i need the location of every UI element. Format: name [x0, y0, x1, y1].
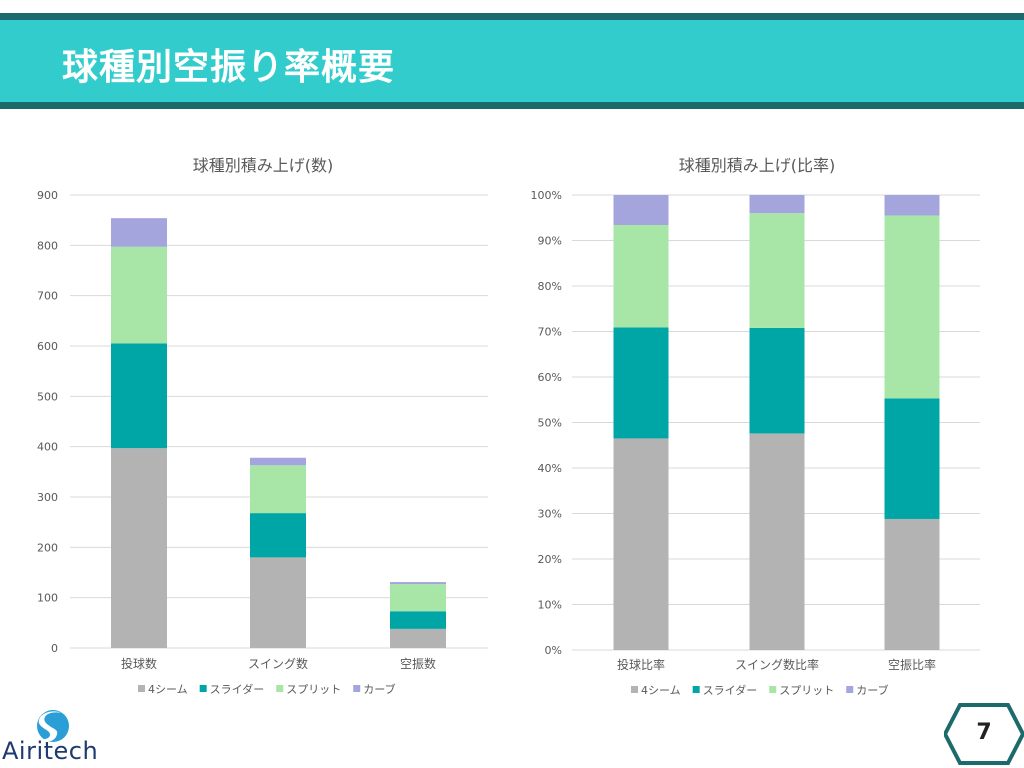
- x-tick-label: 投球数: [121, 656, 157, 671]
- bar-segment: [111, 343, 167, 449]
- bar-segment: [613, 438, 669, 650]
- legend-swatch: [769, 686, 777, 693]
- legend-swatch: [199, 685, 207, 692]
- x-tick-label: スイング数比率: [735, 657, 819, 672]
- y-tick-label: 20%: [538, 553, 562, 566]
- legend-label: カーブ: [363, 682, 395, 696]
- y-tick-label: 200: [37, 541, 58, 554]
- bar-segment: [250, 557, 306, 648]
- header-band: [0, 20, 1024, 102]
- page-number: 7: [976, 720, 992, 745]
- bar-segment: [250, 465, 306, 514]
- y-tick-label: 50%: [538, 417, 562, 430]
- bar-segment: [390, 582, 446, 585]
- bar-segment: [884, 518, 940, 650]
- x-tick-label: スイング数: [248, 656, 308, 671]
- chart-title: 球種別積み上げ(数): [193, 156, 334, 175]
- logo-text: Airitech: [2, 737, 99, 765]
- bar-segment: [390, 611, 446, 629]
- bar-segment: [749, 433, 805, 650]
- legend-swatch: [692, 686, 700, 693]
- x-tick-label: 空振数: [400, 656, 436, 671]
- chart-title: 球種別積み上げ(比率): [679, 156, 836, 175]
- y-tick-label: 800: [37, 239, 58, 252]
- company-logo: [4, 705, 114, 768]
- bar-segment: [613, 195, 669, 226]
- bar-segment: [749, 213, 805, 328]
- y-tick-label: 80%: [538, 280, 562, 293]
- y-tick-label: 10%: [538, 599, 562, 612]
- bar-segment: [111, 448, 167, 648]
- y-tick-label: 600: [37, 340, 58, 353]
- bar-segment: [884, 195, 940, 216]
- bar-segment: [111, 246, 167, 344]
- y-tick-label: 500: [37, 390, 58, 403]
- bar-segment: [390, 584, 446, 612]
- x-tick-label: 空振比率: [888, 657, 936, 672]
- x-tick-label: 投球比率: [617, 657, 665, 672]
- legend-label: スライダー: [703, 683, 758, 697]
- bar-segment: [250, 513, 306, 558]
- y-tick-label: 90%: [538, 235, 562, 248]
- legend-label: スライダー: [210, 682, 265, 696]
- legend-label: 4シーム: [641, 684, 681, 697]
- bar-segment: [749, 327, 805, 434]
- hexagon-icon: [942, 703, 1024, 765]
- bar-segment: [390, 628, 446, 648]
- y-tick-label: 40%: [538, 462, 562, 475]
- y-tick-label: 100%: [531, 189, 562, 202]
- page-number-badge: [942, 703, 1024, 765]
- page-title: 球種別空振り率概要: [62, 47, 396, 88]
- header-band-top: [0, 13, 1024, 20]
- legend-label: スプリット: [779, 684, 834, 697]
- y-tick-label: 30%: [538, 508, 562, 521]
- bar-segment: [111, 218, 167, 247]
- header-band-bottom: [0, 102, 1024, 109]
- y-tick-label: 0: [51, 642, 58, 655]
- legend-label: カーブ: [856, 683, 888, 697]
- legend-swatch: [846, 686, 854, 693]
- legend-swatch: [353, 685, 361, 692]
- bar-segment: [884, 215, 940, 399]
- bar-segment: [250, 457, 306, 466]
- y-tick-label: 60%: [538, 371, 562, 384]
- bar-segment: [613, 327, 669, 439]
- logo-mark-icon: [37, 710, 69, 742]
- y-tick-label: 300: [37, 491, 58, 504]
- bar-segment: [749, 195, 805, 214]
- y-tick-label: 70%: [538, 326, 562, 339]
- bar-segment: [884, 398, 940, 519]
- bar-segment: [613, 225, 669, 328]
- legend-swatch: [138, 685, 145, 692]
- legend-swatch: [631, 686, 638, 693]
- y-tick-label: 400: [37, 441, 58, 454]
- y-tick-label: 0%: [545, 644, 562, 657]
- y-tick-label: 100: [37, 592, 58, 605]
- y-tick-label: 900: [37, 189, 58, 202]
- legend-label: スプリット: [286, 683, 341, 696]
- legend-label: 4シーム: [148, 683, 188, 696]
- legend-swatch: [276, 685, 284, 692]
- y-tick-label: 700: [37, 290, 58, 303]
